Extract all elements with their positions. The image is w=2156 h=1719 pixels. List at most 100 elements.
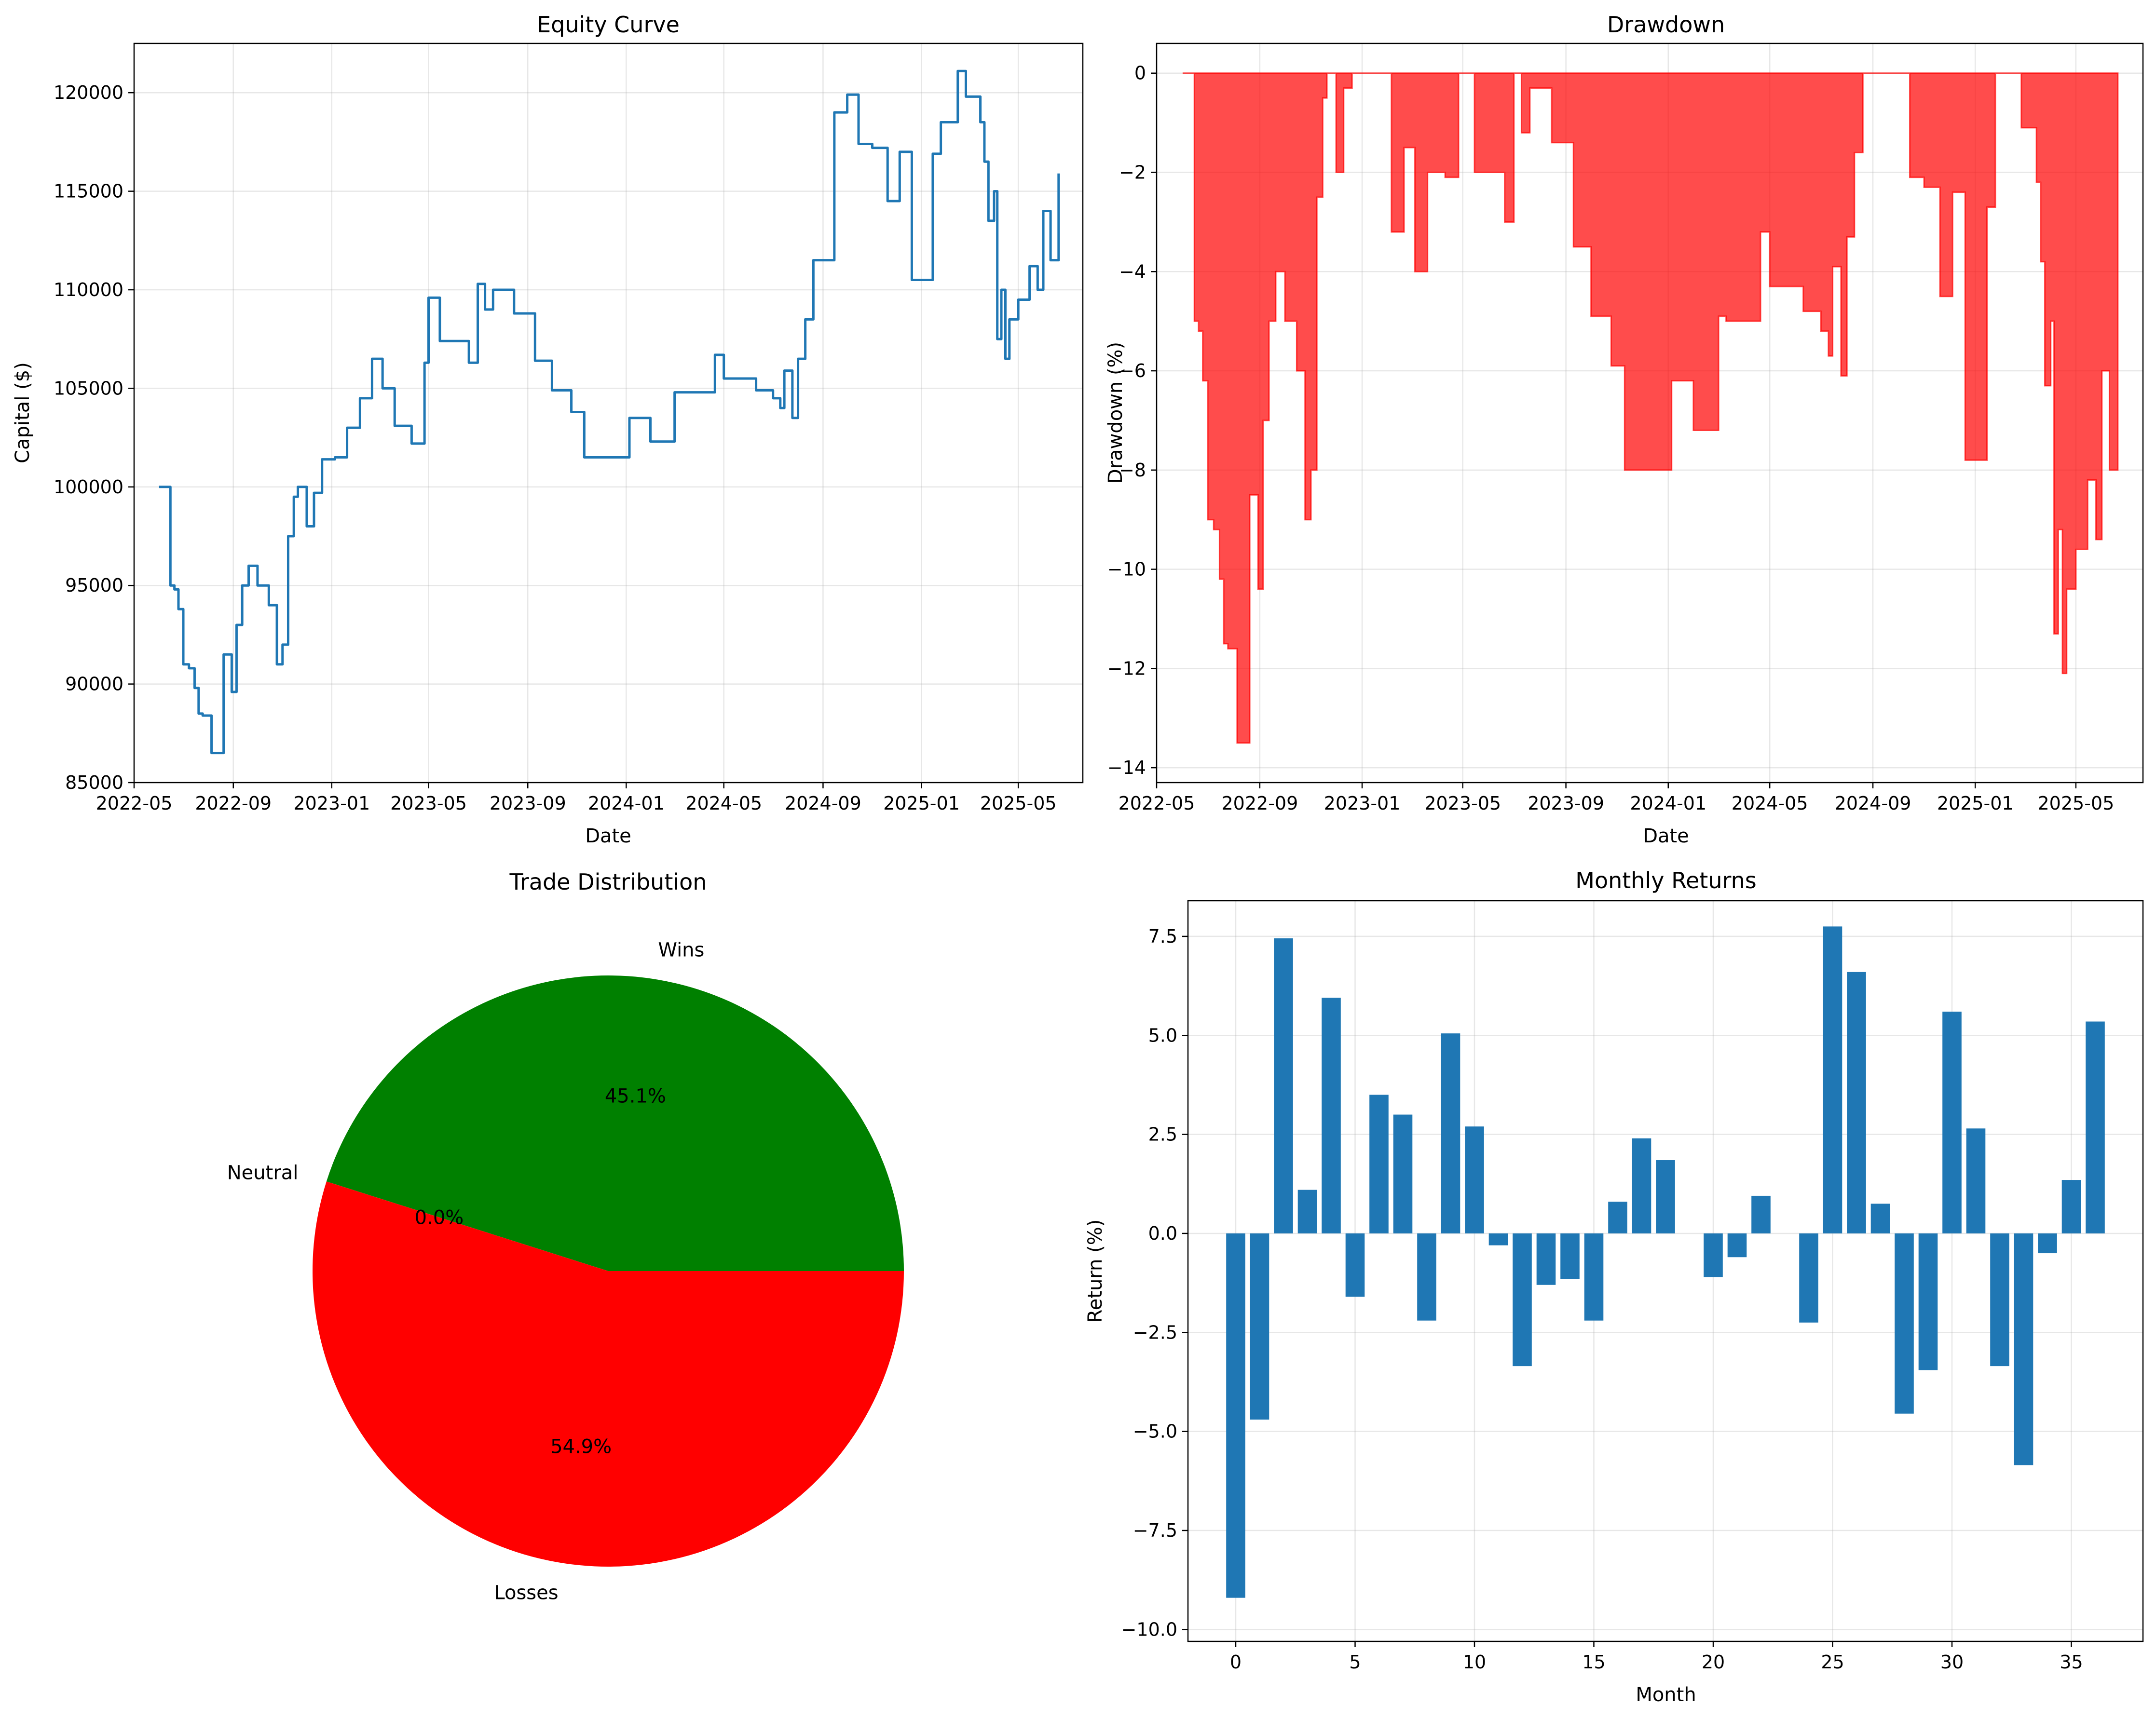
monthly-x-tick-label: 15: [1582, 1651, 1605, 1673]
monthly-x-tick-label: 10: [1463, 1651, 1486, 1673]
drawdown-area: [1182, 72, 2119, 744]
equity-x-tick-label: 2024-09: [785, 793, 861, 814]
pie-pct-neutral: 0.0%: [415, 1207, 464, 1229]
monthly-bar: [1942, 1011, 1962, 1233]
monthly-bar: [1322, 998, 1341, 1233]
monthly-y-tick-label: −5.0: [1133, 1421, 1177, 1442]
monthly-bar: [1608, 1202, 1627, 1233]
drawdown-y-axis-label: Drawdown (%): [1105, 342, 1127, 484]
monthly-y-tick-label: −2.5: [1133, 1322, 1177, 1343]
pie-slices: [312, 975, 904, 1567]
monthly-bar: [2038, 1233, 2057, 1254]
monthly-bar: [1751, 1195, 1771, 1233]
equity-x-tick-label: 2023-05: [390, 793, 467, 814]
monthly-bar: [1632, 1138, 1651, 1233]
equity-y-tick-label: 90000: [65, 674, 123, 695]
monthly-y-tick-label: 2.5: [1148, 1124, 1177, 1145]
monthly-bar: [1441, 1033, 1460, 1233]
monthly-bar: [1345, 1233, 1365, 1297]
drawdown-y-tick-label: −2: [1119, 162, 1146, 183]
pie-labels: Wins 45.1% Neutral 0.0% Losses 54.9%: [227, 939, 705, 1604]
equity-y-tick-label: 85000: [65, 772, 123, 793]
equity-plot-frame: [133, 42, 1084, 784]
monthly-x-axis-label: Month: [1636, 1684, 1696, 1706]
drawdown-x-tick-label: 2023-05: [1424, 793, 1501, 814]
monthly-bar: [1727, 1233, 1747, 1258]
monthly-bar: [1536, 1233, 1556, 1285]
monthly-x-ticks: 0 5 10 15 20 25 30 35: [1230, 1641, 2083, 1673]
monthly-y-tick-label: 5.0: [1148, 1025, 1177, 1046]
monthly-bar: [1488, 1233, 1508, 1245]
equity-curve-title: Equity Curve: [537, 12, 680, 38]
monthly-bar: [1417, 1233, 1436, 1321]
drawdown-x-tick-label: 2022-05: [1119, 793, 1195, 814]
equity-y-tick-label: 110000: [54, 279, 123, 300]
pie-label-neutral: Neutral: [227, 1162, 299, 1184]
equity-series-line: [159, 69, 1060, 755]
pie-pct-wins: 45.1%: [605, 1085, 666, 1108]
equity-y-axis-label: Capital ($): [12, 362, 34, 463]
monthly-bar: [1895, 1233, 1914, 1414]
monthly-y-tick-label: 0.0: [1148, 1223, 1177, 1244]
monthly-bar: [1297, 1190, 1317, 1233]
monthly-x-tick-label: 20: [1702, 1651, 1725, 1673]
drawdown-x-ticks: 2022-05 2022-09 2023-01 2023-05 2023-09 2024-…: [1119, 783, 2114, 814]
monthly-bar: [2086, 1021, 2105, 1233]
equity-y-tick-label: 100000: [54, 476, 123, 498]
drawdown-y-tick-label: −12: [1107, 658, 1146, 679]
monthly-bar: [1369, 1095, 1389, 1233]
monthly-bar: [1704, 1233, 1723, 1277]
pie-pct-losses: 54.9%: [550, 1435, 612, 1458]
monthly-y-tick-label: −10.0: [1121, 1619, 1177, 1640]
monthly-bar: [1823, 926, 1842, 1233]
monthly-x-tick-label: 5: [1349, 1651, 1361, 1673]
monthly-returns-chart: Monthly Returns 0 5 10 15 20 25 30 35 7.5 5.0 2.5…: [1084, 867, 2144, 1706]
drawdown-x-tick-label: 2023-01: [1324, 793, 1401, 814]
drawdown-x-tick-label: 2024-05: [1732, 793, 1808, 814]
monthly-bar: [1226, 1233, 1245, 1598]
trade-distribution-chart: Trade Distribution Wins 45.1% Neutral 0.0% L…: [227, 869, 904, 1604]
drawdown-x-tick-label: 2022-09: [1221, 793, 1298, 814]
trade-distribution-title: Trade Distribution: [509, 869, 707, 895]
equity-y-tick-label: 115000: [54, 181, 123, 202]
equity-x-tick-label: 2024-01: [588, 793, 665, 814]
drawdown-y-tick-label: −14: [1107, 757, 1146, 778]
monthly-bars: [1226, 926, 2105, 1598]
equity-x-ticks: 2022-05 2022-09 2023-01 2023-05 2023-09 2024-…: [96, 783, 1057, 814]
monthly-bar: [1465, 1126, 1484, 1233]
equity-x-axis-label: Date: [585, 825, 631, 847]
monthly-bar: [1584, 1233, 1604, 1321]
monthly-bar: [1870, 1204, 1890, 1233]
drawdown-x-tick-label: 2025-01: [1937, 793, 2014, 814]
equity-y-ticks: 85000 90000 95000 100000 105000 110000 115000 1…: [54, 82, 134, 793]
pie-label-losses: Losses: [494, 1582, 558, 1604]
equity-x-tick-label: 2025-01: [883, 793, 960, 814]
drawdown-x-tick-label: 2024-09: [1835, 793, 1911, 814]
equity-y-tick-label: 105000: [54, 378, 123, 399]
monthly-plot-frame: [1187, 900, 2144, 1642]
drawdown-title: Drawdown: [1607, 12, 1725, 38]
monthly-x-tick-label: 0: [1230, 1651, 1242, 1673]
equity-x-tick-label: 2023-01: [293, 793, 370, 814]
pie-slice-wins: [326, 975, 904, 1271]
monthly-bar: [1250, 1233, 1269, 1420]
equity-x-tick-label: 2025-05: [980, 793, 1057, 814]
monthly-bar: [1393, 1114, 1413, 1233]
drawdown-y-tick-label: −6: [1119, 360, 1146, 381]
monthly-bar: [1966, 1128, 1986, 1233]
monthly-bar: [1513, 1233, 1532, 1367]
drawdown-y-tick-label: −8: [1119, 460, 1146, 481]
equity-y-tick-label: 120000: [54, 82, 123, 103]
drawdown-y-tick-label: −10: [1107, 559, 1146, 580]
monthly-y-ticks: 7.5 5.0 2.5 0.0 −2.5 −5.0 −7.5 −10.0: [1121, 926, 1188, 1640]
monthly-bar: [1656, 1160, 1675, 1233]
monthly-bar: [1918, 1233, 1938, 1370]
equity-x-tick-label: 2023-09: [490, 793, 566, 814]
pie-label-wins: Wins: [658, 939, 704, 961]
monthly-x-tick-label: 35: [2060, 1651, 2083, 1673]
monthly-bar: [1990, 1233, 2009, 1367]
monthly-bar: [1847, 972, 1866, 1233]
monthly-bar: [2014, 1233, 2033, 1465]
drawdown-x-tick-label: 2025-05: [2037, 793, 2114, 814]
